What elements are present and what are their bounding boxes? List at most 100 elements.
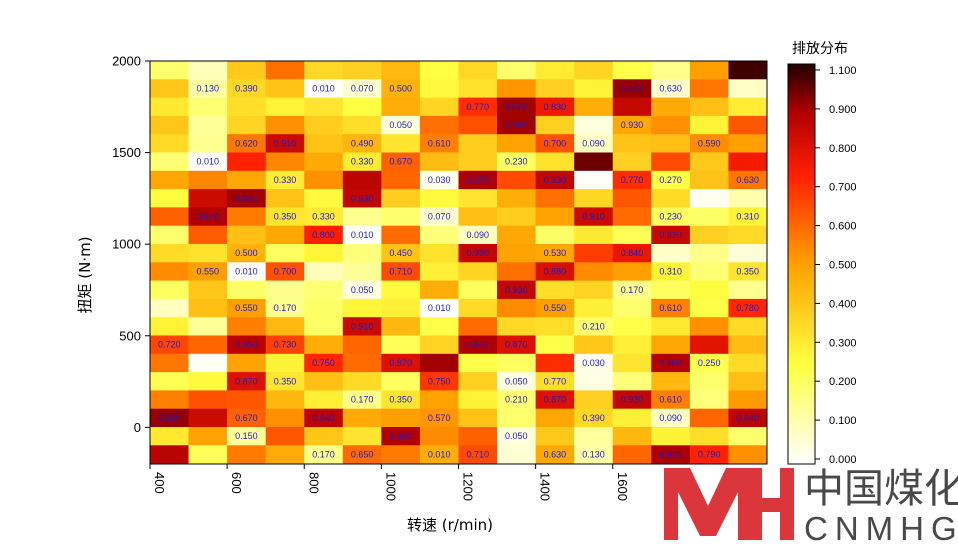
cell-value-label: 0.770 [621, 175, 644, 185]
heatmap-cell [265, 280, 305, 300]
heatmap-cell [342, 427, 382, 446]
heatmap-cell [458, 280, 498, 300]
cell-value-label: 0.070 [428, 212, 451, 222]
heatmap-cell [419, 170, 460, 190]
heatmap-cell [689, 152, 730, 172]
heatmap-cell [227, 79, 267, 99]
heatmap-cell [497, 427, 537, 446]
heatmap-cell [265, 408, 305, 428]
heatmap-cell [728, 134, 767, 154]
heatmap-cell [728, 189, 767, 208]
heatmap-cell [381, 353, 421, 373]
heatmap-cell [574, 244, 614, 263]
y-tick-label: 500 [119, 328, 141, 343]
heatmap-cell [381, 427, 421, 446]
cell-value-label: 0.990 [158, 413, 181, 423]
heatmap-cell [265, 317, 305, 337]
cell-value-label: 0.170 [274, 303, 297, 313]
cell-value-label: 0.870 [389, 358, 412, 368]
heatmap-cell [188, 189, 228, 208]
heatmap-cell [419, 427, 460, 446]
heatmap-cell [651, 335, 691, 355]
heatmap-cell [227, 97, 267, 117]
heatmap-cell [497, 97, 537, 117]
heatmap-cell [227, 170, 267, 190]
heatmap-cell [574, 372, 614, 391]
cell-value-label: 0.940 [312, 413, 335, 423]
heatmap-cell [265, 244, 305, 263]
heatmap-cell [651, 97, 691, 117]
heatmap-cell [728, 79, 767, 99]
heatmap-cell [574, 189, 614, 208]
heatmap-cell [689, 189, 730, 208]
heatmap-cell [188, 372, 228, 391]
heatmap-cell [381, 134, 421, 154]
heatmap-cell [574, 463, 614, 464]
cell-value-label: 0.630 [659, 84, 682, 94]
heatmap-cell [574, 335, 614, 355]
heatmap-cell [266, 482, 305, 501]
heatmap-cell [304, 134, 344, 154]
heatmap-cell [342, 335, 382, 355]
heatmap-cell [651, 280, 691, 300]
heatmap-cell [689, 408, 730, 428]
heatmap-cell [150, 97, 190, 117]
heatmap-cell [612, 134, 652, 154]
heatmap-cell [689, 134, 730, 154]
y-tick-label: 2000 [112, 54, 141, 69]
heatmap-cell [458, 298, 498, 318]
cell-value-label: 0.170 [351, 395, 374, 405]
cell-value-label: 0.150 [235, 431, 258, 441]
heatmap-cell [342, 97, 382, 117]
heatmap-cell [458, 134, 498, 154]
cell-value-label: 0.910 [274, 138, 297, 148]
heatmap-cell [265, 335, 305, 355]
heatmap-cell [497, 262, 537, 282]
heatmap-cell [227, 353, 267, 373]
x-axis-title: 转速 (r/min) [407, 516, 493, 534]
heatmap-cell-labels: 0.130 0.390 0.010 0.070 0.500 0.070 0.630 0.770… [158, 84, 759, 460]
heatmap-cell [304, 115, 344, 135]
heatmap-cell [497, 115, 537, 135]
heatmap-cell [497, 482, 536, 501]
heatmap-cell [150, 61, 190, 80]
cell-value-label: 0.570 [505, 102, 528, 112]
heatmap-cell [188, 152, 228, 172]
heatmap-cell [497, 134, 537, 154]
heatmap-cell [574, 427, 614, 446]
heatmap-cell [458, 317, 498, 337]
heatmap-cell [227, 134, 267, 154]
heatmap-cell [497, 445, 537, 464]
heatmap-cell [419, 225, 460, 245]
heatmap-cell [535, 390, 575, 410]
heatmap-cell [535, 170, 575, 190]
heatmap-cell [574, 170, 614, 190]
heatmap-cell [612, 372, 652, 391]
heatmap-cell [728, 427, 767, 446]
heatmap-cell [188, 115, 228, 135]
heatmap-cell [188, 335, 228, 355]
heatmap-cell [535, 408, 575, 428]
heatmap-cell [265, 262, 305, 282]
heatmap-cell [574, 353, 614, 373]
cell-value-label: 0.550 [235, 303, 258, 313]
heatmap-cell [728, 445, 767, 464]
cell-value-label: 0.070 [621, 84, 644, 94]
heatmap-cell [458, 372, 498, 391]
x-tick-label: 1600 [615, 472, 630, 501]
heatmap-cell [689, 207, 730, 227]
cell-value-label: 0.960 [659, 358, 682, 368]
heatmap-cell [497, 372, 537, 391]
heatmap-cell [458, 61, 498, 80]
heatmap-cell [419, 244, 460, 263]
heatmap-cell [419, 390, 460, 410]
heatmap-cell [497, 317, 537, 337]
cell-value-label: 0.930 [351, 193, 374, 203]
cell-value-label: 0.730 [274, 340, 297, 350]
heatmap-cell [458, 408, 498, 428]
colorbar-tick-label: 0.200 [829, 376, 857, 388]
heatmap-cell [651, 61, 691, 80]
heatmap-cell [535, 280, 575, 300]
heatmap-cell [651, 244, 691, 263]
heatmap-cell [342, 280, 382, 300]
